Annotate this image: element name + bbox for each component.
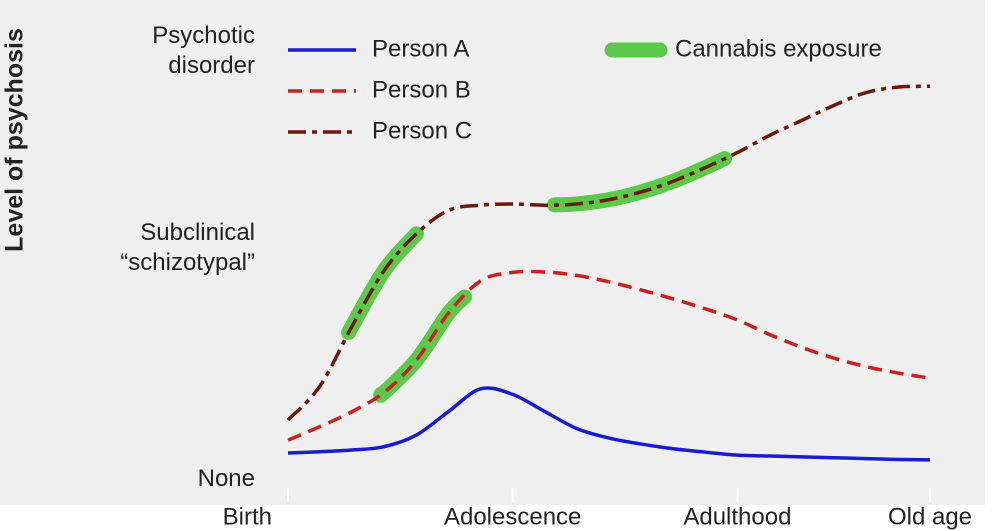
y-tick-label: None bbox=[198, 465, 255, 492]
legend-label: Person B bbox=[372, 76, 471, 103]
exposure-highlight bbox=[373, 289, 473, 403]
series-line bbox=[286, 84, 931, 422]
x-tick-label: Adulthood bbox=[683, 503, 791, 530]
y-axis-title: Level of psychosis bbox=[1, 28, 29, 252]
x-tick-label: Old age bbox=[888, 503, 972, 530]
x-tick-label: Birth bbox=[223, 503, 272, 530]
x-tick-label: Adolescence bbox=[444, 503, 581, 530]
series-line bbox=[287, 386, 931, 462]
plot-background bbox=[0, 0, 985, 505]
series-line bbox=[287, 269, 931, 442]
legend-label: Person A bbox=[372, 35, 469, 62]
y-tick-label: Subclinical “schizotypal” bbox=[120, 219, 255, 276]
y-tick-label: Psychotic disorder bbox=[152, 22, 255, 79]
legend-label: Person C bbox=[372, 117, 472, 144]
legend-label: Cannabis exposure bbox=[675, 35, 882, 62]
